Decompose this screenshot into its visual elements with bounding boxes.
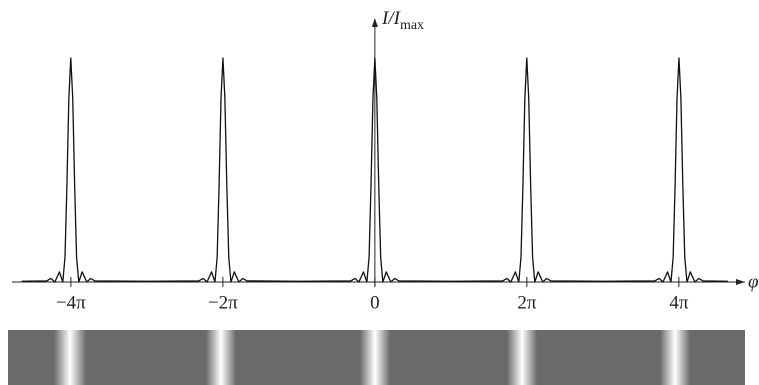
fringe-pattern: [8, 330, 745, 385]
chart: I/Imax φ −4π −2π 0 2π 4π: [0, 0, 759, 385]
x-tick-label: 2π: [517, 292, 537, 313]
x-tick-label: 4π: [669, 292, 689, 313]
x-tick-label: −4π: [56, 292, 86, 313]
y-axis-arrow: [372, 18, 378, 27]
x-axis-label: φ: [748, 271, 759, 292]
x-tick-label: −2π: [208, 292, 238, 313]
x-axis-arrow: [736, 279, 745, 285]
y-axis-label: I/Imax: [381, 8, 424, 33]
x-tick-label: 0: [370, 292, 380, 313]
